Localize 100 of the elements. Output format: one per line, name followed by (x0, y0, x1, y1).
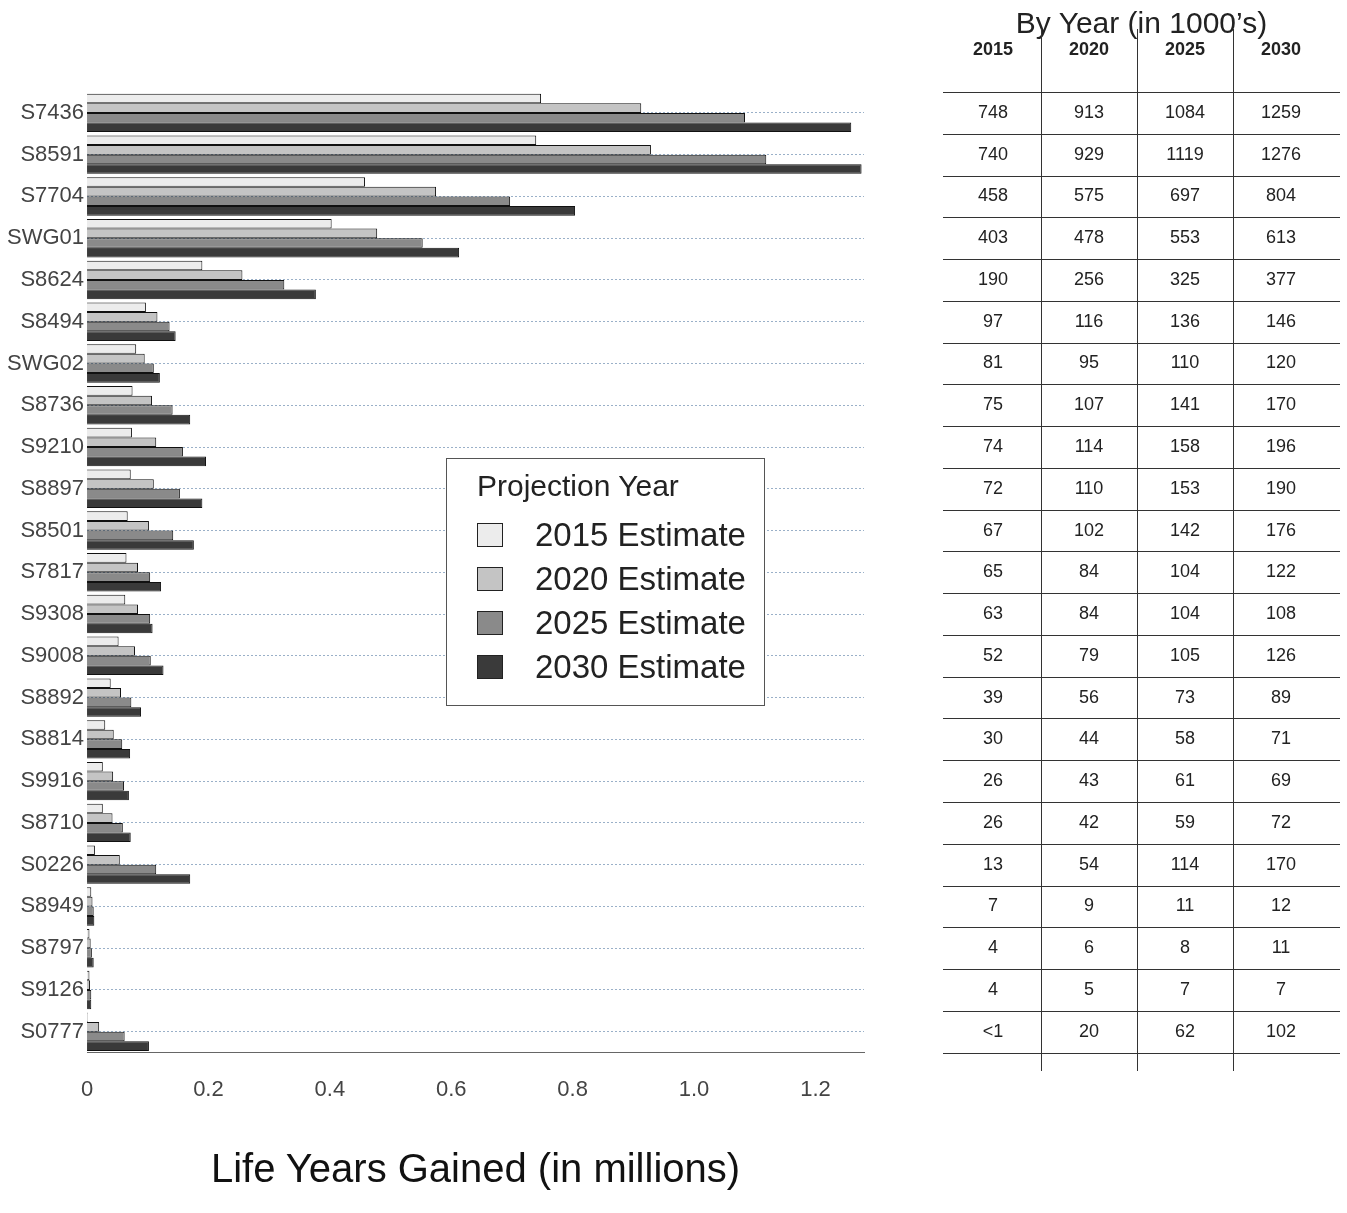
text: 9 (1083, 895, 1095, 917)
text: 75 (982, 394, 1004, 416)
text: 929 (1072, 143, 1105, 165)
text: 52 (982, 644, 1004, 666)
text: 104 (1168, 561, 1201, 583)
text: 804 (1264, 185, 1297, 207)
text: 2020 (1067, 39, 1110, 61)
text: 142 (1168, 519, 1201, 541)
text: 2015 (971, 39, 1014, 61)
legend-label: 2030 Estimate (535, 648, 746, 687)
text: 8 (1179, 937, 1191, 959)
text: 61 (1174, 770, 1196, 792)
text: 105 (1168, 644, 1201, 666)
x-tick-label: 0.2 (193, 1075, 224, 1101)
text: 1276 (1259, 143, 1302, 165)
text: 1119 (1165, 143, 1205, 165)
y-tick-label: S9916 (20, 767, 85, 793)
y-tick-label: S8949 (20, 892, 85, 918)
text: 95 (1078, 352, 1100, 374)
y-tick-label: S7704 (20, 182, 85, 208)
y-tick-label: S8797 (20, 934, 85, 960)
text: 56 (1078, 686, 1100, 708)
y-tick-label: S8814 (20, 725, 85, 751)
text: 7 (987, 895, 999, 917)
text: 81 (982, 352, 1004, 374)
text: 190 (1264, 477, 1297, 499)
text: 697 (1168, 185, 1201, 207)
text: 44 (1078, 728, 1100, 750)
text: 13 (982, 853, 1004, 875)
text: 72 (1270, 811, 1292, 833)
text: 158 (1168, 436, 1201, 457)
text: 107 (1072, 394, 1105, 416)
text: 73 (1174, 686, 1196, 708)
x-axis-title: Life Years Gained (in millions) (210, 1146, 741, 1191)
text: 97 (982, 310, 1004, 332)
y-tick-label: S8897 (20, 474, 85, 500)
text: 4 (987, 978, 999, 1000)
text: By Year (in 1000’s) (1014, 6, 1269, 40)
y-tick-label: S9210 (20, 433, 85, 459)
y-tick-label: S0226 (20, 850, 85, 876)
text: 7 (1275, 978, 1287, 1000)
legend-label: 2025 Estimate (535, 604, 746, 643)
text: 43 (1078, 770, 1100, 792)
text: 478 (1072, 227, 1105, 249)
text: 26 (982, 770, 1004, 792)
text: 42 (1078, 811, 1100, 833)
text: 176 (1264, 519, 1297, 541)
text: 30 (982, 728, 1004, 750)
legend-label: 2020 Estimate (535, 560, 746, 599)
x-tick-label: 0.6 (435, 1075, 467, 1101)
text: 4 (987, 937, 999, 959)
x-tick-label: 0.8 (557, 1075, 588, 1101)
text: 913 (1072, 101, 1105, 123)
legend-label: 2015 Estimate (535, 516, 746, 555)
text: 196 (1264, 436, 1297, 457)
text: 89 (1270, 686, 1292, 708)
text: 67 (982, 519, 1004, 541)
text: 116 (1073, 310, 1105, 332)
text: 12 (1270, 895, 1292, 917)
y-tick-label: S9008 (20, 641, 85, 667)
text: <1 (981, 1020, 1005, 1042)
text: 1259 (1259, 101, 1302, 123)
y-tick-label: S8892 (20, 683, 85, 709)
text: 26 (982, 811, 1004, 833)
y-tick-label: S7817 (20, 558, 85, 584)
text: 102 (1072, 519, 1105, 541)
text: 153 (1168, 477, 1201, 499)
text: 458 (976, 185, 1009, 207)
text: 11 (1174, 895, 1196, 917)
y-tick-label: S9126 (20, 976, 85, 1002)
text: 54 (1078, 853, 1100, 875)
text: 170 (1264, 853, 1297, 875)
text: 6 (1083, 937, 1095, 959)
text: 325 (1168, 268, 1201, 290)
text: 72 (982, 477, 1004, 499)
y-tick-label: S8494 (20, 307, 85, 333)
text: 170 (1264, 394, 1297, 416)
text: 65 (982, 561, 1004, 583)
text: 7 (1179, 978, 1191, 1000)
text: 71 (1270, 728, 1292, 750)
text: 141 (1168, 394, 1201, 416)
y-tick-label: S8501 (20, 516, 85, 542)
text: 62 (1174, 1020, 1196, 1042)
text: 69 (1270, 770, 1292, 792)
text: 146 (1264, 310, 1297, 332)
text: 122 (1264, 561, 1297, 583)
text: 740 (976, 143, 1009, 165)
text: 58 (1174, 728, 1196, 750)
x-tick-label: 1.0 (678, 1075, 710, 1101)
y-tick-label: S9308 (20, 600, 85, 626)
text: 110 (1073, 477, 1105, 499)
text: 2025 (1163, 39, 1206, 61)
text: 748 (976, 101, 1009, 123)
text: 11 (1270, 937, 1292, 959)
text: 2030 (1259, 39, 1302, 61)
y-tick-label: S8736 (20, 391, 85, 417)
text: 575 (1072, 185, 1105, 207)
y-tick-label: S8591 (20, 140, 85, 166)
text: 1084 (1163, 101, 1206, 123)
text: 59 (1174, 811, 1196, 833)
